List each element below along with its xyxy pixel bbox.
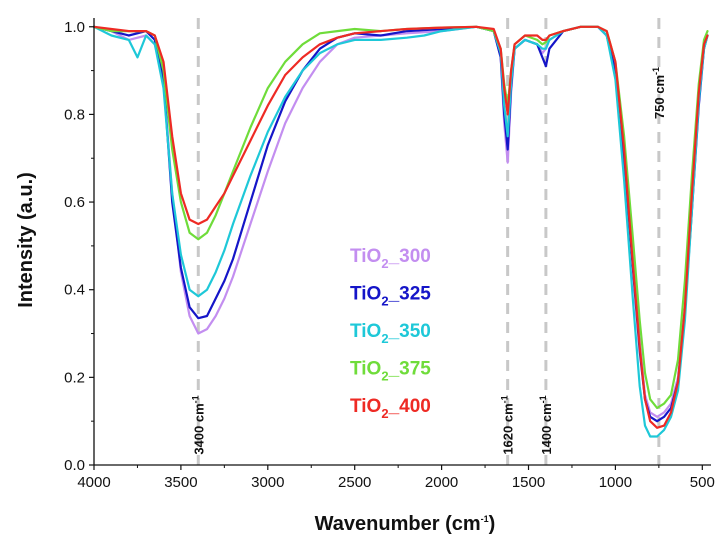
x-axis-title: Wavenumber (cm-1)	[315, 513, 496, 535]
x-tick-label: 3000	[251, 474, 284, 491]
annotation-labels: 3400 cm-1 1620 cm-1 1400 cm-1 750 cm-1	[190, 67, 667, 455]
x-axis-title-sup: -1	[481, 514, 489, 524]
annotation-label: 3400 cm-1	[190, 395, 206, 454]
legend-entry-5: TiO2_400	[350, 396, 431, 421]
annotation-label: 750 cm-1	[651, 67, 667, 119]
x-tick-label: 1000	[599, 474, 632, 491]
y-tick-label: 0.8	[64, 106, 85, 123]
x-axis-title-close: )	[489, 513, 496, 535]
legend-entry-1: TiO2_300	[350, 246, 431, 271]
x-ticks: 4000 3500 3000 2500 2000 1500 1000 500	[77, 465, 715, 491]
y-axis-title: Intensity (a.u.)	[15, 172, 37, 308]
y-tick-label: 0.6	[64, 194, 85, 211]
y-tick-label: 0.2	[64, 369, 85, 386]
y-tick-label: 1.0	[64, 19, 85, 36]
y-tick-label: 0.0	[64, 457, 85, 474]
y-ticks: 0.0 0.2 0.4 0.6 0.8 1.0	[64, 19, 94, 474]
x-tick-label: 1500	[512, 474, 545, 491]
series-line-5	[92, 25, 709, 429]
legend-entry-3: TiO2_350	[350, 321, 431, 346]
y-tick-label: 0.4	[64, 282, 85, 299]
series-layer	[92, 25, 709, 438]
x-tick-label: 4000	[77, 474, 110, 491]
x-axis-title-text: Wavenumber (cm	[315, 513, 481, 535]
legend: TiO2_300 TiO2_325 TiO2_350 TiO2_375 TiO2_400	[350, 246, 431, 421]
legend-entry-4: TiO2_375	[350, 359, 431, 384]
annotation-label: 1620 cm-1	[500, 395, 516, 454]
annotation-label: 1400 cm-1	[538, 395, 554, 454]
axes	[93, 18, 711, 466]
x-tick-label: 500	[690, 474, 715, 491]
x-tick-label: 3500	[164, 474, 197, 491]
x-tick-label: 2000	[425, 474, 458, 491]
legend-entry-2: TiO2_325	[350, 284, 431, 309]
x-tick-label: 2500	[338, 474, 371, 491]
